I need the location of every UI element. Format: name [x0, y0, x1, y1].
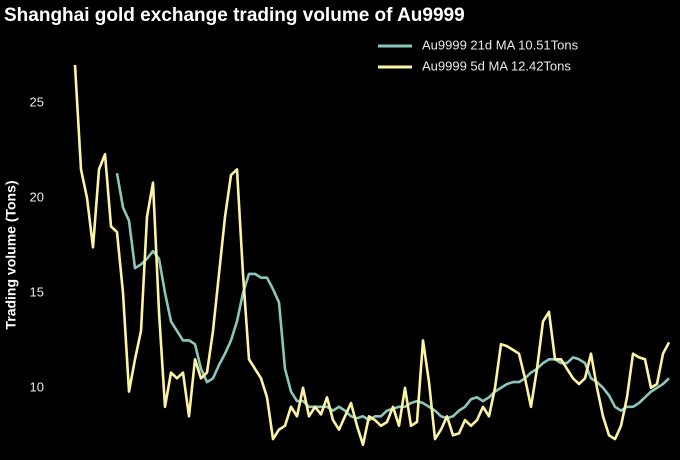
y-tick-label: 25	[30, 94, 44, 109]
y-axis-label: Trading volume (Tons)	[3, 180, 19, 329]
series-line	[73, 64, 671, 447]
legend-label: Au9999 5d MA 12.42Tons	[422, 58, 571, 73]
y-tick-label: 15	[30, 284, 44, 299]
legend-label: Au9999 21d MA 10.51Tons	[422, 37, 579, 52]
y-tick-label: 20	[30, 189, 44, 204]
chart-title: Shanghai gold exchange trading volume of…	[4, 5, 465, 26]
y-tick-label: 10	[30, 379, 44, 394]
series-line	[115, 172, 670, 422]
